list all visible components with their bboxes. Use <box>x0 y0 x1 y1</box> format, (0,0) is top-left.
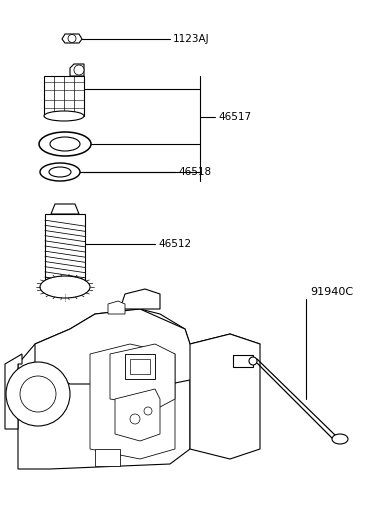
Ellipse shape <box>44 111 84 121</box>
Polygon shape <box>120 289 160 309</box>
Polygon shape <box>190 334 260 459</box>
Polygon shape <box>125 354 155 379</box>
Polygon shape <box>45 214 85 284</box>
Ellipse shape <box>39 132 91 156</box>
Polygon shape <box>90 344 175 459</box>
Text: 1123AJ: 1123AJ <box>173 33 210 43</box>
Polygon shape <box>115 389 160 441</box>
Polygon shape <box>70 64 84 76</box>
Text: 46517: 46517 <box>218 112 251 122</box>
Polygon shape <box>18 309 190 469</box>
Circle shape <box>68 34 76 42</box>
Circle shape <box>249 357 257 365</box>
Polygon shape <box>51 204 79 214</box>
Polygon shape <box>130 359 150 374</box>
Text: 46512: 46512 <box>158 239 191 249</box>
Polygon shape <box>62 34 82 43</box>
Ellipse shape <box>40 276 90 298</box>
Ellipse shape <box>49 167 71 177</box>
Polygon shape <box>95 449 120 466</box>
Circle shape <box>74 65 84 75</box>
Polygon shape <box>108 301 125 314</box>
Polygon shape <box>35 309 260 384</box>
Text: 91940C: 91940C <box>310 287 353 297</box>
Ellipse shape <box>332 434 348 444</box>
Circle shape <box>144 407 152 415</box>
Polygon shape <box>44 76 84 116</box>
Polygon shape <box>233 355 253 367</box>
Circle shape <box>130 414 140 424</box>
Polygon shape <box>5 354 22 429</box>
Circle shape <box>6 362 70 426</box>
Circle shape <box>20 376 56 412</box>
Polygon shape <box>110 344 175 407</box>
Text: 46518: 46518 <box>178 167 211 177</box>
Ellipse shape <box>40 163 80 181</box>
Ellipse shape <box>50 137 80 151</box>
